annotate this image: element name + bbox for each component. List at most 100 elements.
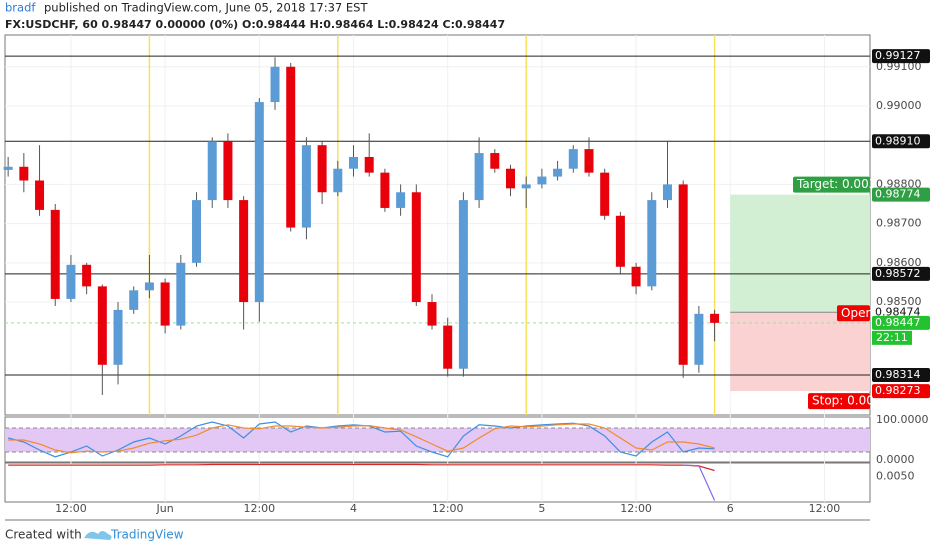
osc-red <box>8 463 715 472</box>
candle-body <box>584 149 594 173</box>
candle-body <box>553 168 563 177</box>
price-label-box <box>872 384 930 399</box>
osc-tick-label: 0.0050 <box>876 470 915 483</box>
y-tick-label: 0.98500 <box>876 295 922 308</box>
candle-body <box>600 172 610 216</box>
y-tick-label: 0.98600 <box>876 256 922 269</box>
candle-body <box>427 302 437 326</box>
x-tick-label: 12:00 <box>620 502 652 515</box>
candle-body <box>647 200 657 287</box>
position-tag: Target: 0.003 <box>796 177 876 191</box>
candle-body <box>239 200 249 303</box>
price-label: 0.98910 <box>875 134 921 147</box>
stoch-tick-label: 0.0000 <box>876 453 915 466</box>
candle-body <box>662 184 672 201</box>
position-tag: Stop: 0.00 <box>812 394 874 408</box>
candle-body <box>505 168 515 189</box>
candle-body <box>286 66 296 228</box>
price-label: 0.98273 <box>875 384 921 397</box>
countdown: 22:11 <box>876 331 908 344</box>
candle-body <box>521 184 531 189</box>
price-label-box <box>872 49 930 64</box>
author[interactable]: bradf <box>5 1 36 15</box>
candle-body <box>411 192 421 303</box>
candle-body <box>254 102 264 303</box>
candle-body <box>207 141 217 201</box>
candle-body <box>396 192 406 208</box>
candle-body <box>3 166 13 170</box>
candle-body <box>19 166 29 181</box>
candle-body <box>50 209 60 299</box>
candle-body <box>301 145 311 228</box>
candle-body <box>380 172 390 208</box>
y-tick-label: 0.98800 <box>876 177 922 190</box>
candle-body <box>66 264 76 299</box>
candle-body <box>490 153 500 169</box>
candle-body <box>192 200 202 263</box>
candle-body <box>615 215 625 267</box>
x-tick-label: 12:00 <box>55 502 87 515</box>
footer-brand[interactable]: TradingView <box>110 528 184 542</box>
position-tag-box <box>808 393 870 410</box>
candle-body <box>443 325 453 369</box>
osc-pane <box>4 462 871 503</box>
candle-body <box>710 313 720 323</box>
candle-body <box>160 282 170 326</box>
candle-body <box>129 290 139 310</box>
logo-icon <box>84 531 112 540</box>
countdown-box <box>872 330 912 345</box>
x-tick-label: 12:00 <box>243 502 275 515</box>
candle-body <box>35 180 45 210</box>
candle-body <box>223 141 233 201</box>
stoch-band <box>5 428 870 452</box>
price-label-box <box>872 315 930 330</box>
x-tick-label: 12:00 <box>809 502 841 515</box>
candle-body <box>333 168 343 193</box>
stoch-tick-label: 100.0000 <box>876 413 929 426</box>
candle-body <box>97 286 107 365</box>
candle-body <box>349 156 359 169</box>
price-label: 0.98314 <box>875 368 921 381</box>
candle-body <box>270 66 280 103</box>
x-tick-label: 12:00 <box>432 502 464 515</box>
published-line: published on TradingView.com, June 05, 2… <box>44 1 368 15</box>
candle-body <box>694 313 704 365</box>
price-label-box <box>872 134 930 149</box>
candle-body <box>82 264 92 287</box>
x-tick-label: 5 <box>538 502 545 515</box>
price-label: 0.98572 <box>875 267 921 280</box>
price-label-box <box>872 266 930 281</box>
footer-created: Created with <box>5 528 82 542</box>
target-zone <box>730 194 870 313</box>
candle-body <box>317 145 327 193</box>
osc-blue <box>683 464 716 501</box>
candle-body <box>176 262 186 326</box>
candle-body <box>474 153 484 201</box>
position-tag: Open <box>841 306 873 320</box>
candle-body <box>568 149 578 169</box>
price-label-box <box>872 187 930 202</box>
price-label-box <box>872 368 930 382</box>
candle-body <box>678 184 688 365</box>
candle-body <box>144 282 154 291</box>
x-tick-label: Jun <box>156 502 174 515</box>
candle-body <box>631 266 641 287</box>
candle-body <box>537 176 547 185</box>
symbol-line: FX:USDCHF, 60 0.98447 0.00000 (0%) O:0.9… <box>5 18 505 31</box>
x-tick-label: 4 <box>350 502 357 515</box>
price-label-box <box>872 305 930 320</box>
price-label: 0.99127 <box>875 49 921 62</box>
price-label: 0.98447 <box>875 316 921 329</box>
candle-body <box>113 309 123 365</box>
stop-zone <box>730 312 870 392</box>
y-tick-label: 0.99000 <box>876 99 922 112</box>
stoch-d <box>8 423 715 454</box>
position-tag-box <box>837 305 870 322</box>
price-label: 0.98774 <box>875 188 921 201</box>
candle-body <box>364 156 374 173</box>
position-tag-box <box>793 176 870 193</box>
price-label: 0.98474 <box>875 305 921 318</box>
x-tick-label: 6 <box>727 502 734 515</box>
y-tick-label: 0.98700 <box>876 217 922 230</box>
